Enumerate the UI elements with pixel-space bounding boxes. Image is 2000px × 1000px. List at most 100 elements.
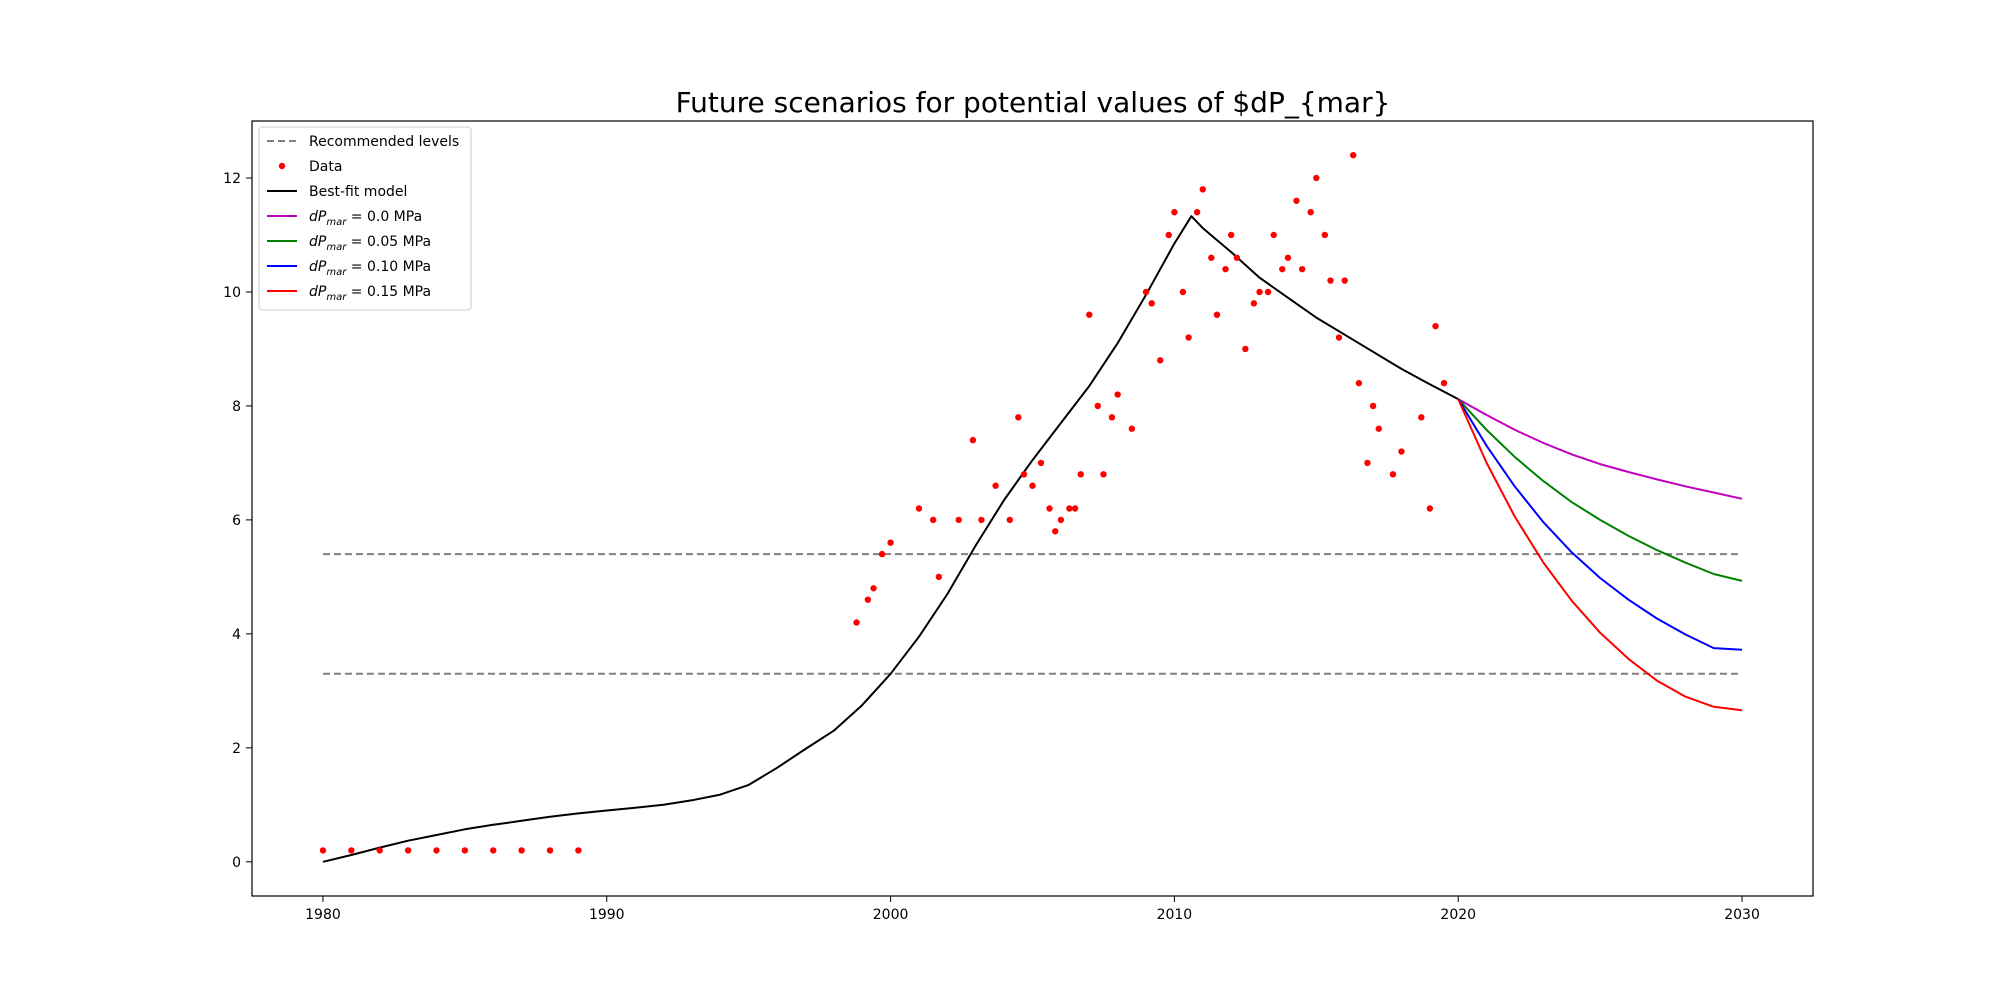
- legend: Recommended levels Data Best-fit model dPma…: [258, 126, 472, 311]
- y-tick-label-3: 6: [232, 513, 241, 529]
- y-tick-label-0: 0: [232, 855, 241, 871]
- data-point: [935, 573, 943, 581]
- data-point: [1264, 288, 1272, 296]
- data-point: [1284, 254, 1292, 261]
- data-point: [1015, 414, 1022, 421]
- data-point: [1355, 379, 1363, 387]
- data-point: [1128, 425, 1136, 432]
- data-point: [1066, 505, 1073, 512]
- data-point: [1108, 414, 1116, 421]
- data-point: [864, 596, 872, 603]
- x-tick-label-1: 1990: [589, 907, 625, 923]
- x-tick-label-4: 2020: [1440, 907, 1476, 923]
- data-point: [376, 847, 383, 854]
- data-point: [461, 847, 469, 854]
- data-point: [348, 847, 355, 854]
- data-point: [1418, 414, 1425, 421]
- data-point: [1369, 402, 1377, 410]
- data-point: [992, 482, 999, 489]
- data-point: [1293, 197, 1300, 204]
- data-point: [955, 516, 962, 524]
- series-line-s015: [1457, 398, 1743, 712]
- data-point: [1046, 505, 1053, 512]
- x-tick-label-2: 2000: [873, 907, 909, 923]
- data-point: [1057, 516, 1065, 524]
- data-point: [1148, 300, 1155, 307]
- y-tick-label-4: 8: [232, 399, 241, 415]
- data-point: [1199, 186, 1206, 193]
- legend-label-s015: dPmar = 0.15 MPa: [309, 284, 431, 303]
- data-point: [490, 847, 497, 854]
- axes-frame: [251, 120, 1814, 897]
- data-point: [1052, 528, 1059, 535]
- x-tick-label-3: 2010: [1157, 907, 1193, 923]
- data-point: [1157, 357, 1164, 364]
- data-point: [518, 847, 525, 854]
- data-point: [1389, 471, 1397, 478]
- data-point: [969, 436, 977, 444]
- data-point: [1179, 288, 1187, 296]
- data-point: [1227, 231, 1235, 239]
- legend-label-s000: dPmar = 0.0 MPa: [309, 209, 422, 228]
- data-point: [878, 550, 886, 558]
- data-point: [929, 516, 937, 524]
- data-point: [1142, 288, 1150, 296]
- data-point: [1440, 379, 1448, 387]
- data-point: [1222, 265, 1229, 273]
- y-tick-label-5: 10: [223, 285, 241, 301]
- data-point: [1432, 322, 1439, 330]
- data-point: [1313, 174, 1320, 182]
- data-point: [1094, 402, 1101, 410]
- data-point: [1213, 311, 1221, 318]
- data-point: [978, 516, 985, 524]
- data-point: [915, 505, 923, 512]
- data-point: [1114, 391, 1121, 398]
- legend-handle-data: [278, 162, 286, 170]
- x-tick-label-5: 2030: [1724, 907, 1760, 923]
- data-point: [1298, 265, 1306, 273]
- data-point: [1327, 277, 1334, 284]
- data-point: [887, 539, 894, 546]
- data-point: [1350, 151, 1357, 159]
- data-point: [1077, 471, 1084, 478]
- y-tick-label-6: 12: [223, 171, 241, 187]
- series-line-s000: [1457, 398, 1743, 500]
- data-point: [1426, 505, 1434, 512]
- data-point: [1375, 425, 1382, 432]
- data-point: [1279, 265, 1286, 273]
- legend-label-s010: dPmar = 0.10 MPa: [309, 259, 431, 278]
- data-point: [319, 847, 327, 854]
- data-point: [1270, 231, 1277, 239]
- legend-box: [258, 126, 472, 311]
- data-point: [1006, 516, 1013, 524]
- legend-label-recommended: Recommended levels: [309, 134, 459, 150]
- data-point: [1037, 459, 1045, 467]
- legend-label-s005: dPmar = 0.05 MPa: [309, 234, 431, 253]
- data-point: [546, 847, 554, 854]
- x-tick-label-0: 1980: [305, 907, 341, 923]
- plot-area: 1980 1990 2000 2010 2020 2030 0 2 4 6 8 10 12: [223, 120, 1814, 923]
- data-point: [1208, 254, 1215, 261]
- data-point: [1242, 345, 1249, 353]
- data-point: [1193, 208, 1201, 216]
- data-point: [1398, 448, 1405, 455]
- legend-label-data: Data: [309, 159, 342, 175]
- data-point: [1335, 334, 1343, 341]
- series-line-best_fit: [322, 215, 1459, 863]
- data-point: [1341, 277, 1348, 284]
- data-point: [1020, 471, 1028, 478]
- data-point: [1165, 231, 1172, 239]
- data-point: [1171, 208, 1178, 216]
- data-point: [1250, 300, 1258, 307]
- data-point: [870, 585, 877, 592]
- data-point: [1364, 459, 1371, 467]
- y-tick-label-1: 2: [232, 741, 241, 757]
- data-point: [575, 847, 582, 854]
- chart-title: Future scenarios for potential values of…: [676, 86, 1391, 119]
- data-point: [1086, 311, 1093, 318]
- data-point: [1185, 334, 1192, 341]
- data-point: [404, 847, 412, 854]
- data-point: [433, 847, 440, 854]
- data-point: [1307, 208, 1314, 216]
